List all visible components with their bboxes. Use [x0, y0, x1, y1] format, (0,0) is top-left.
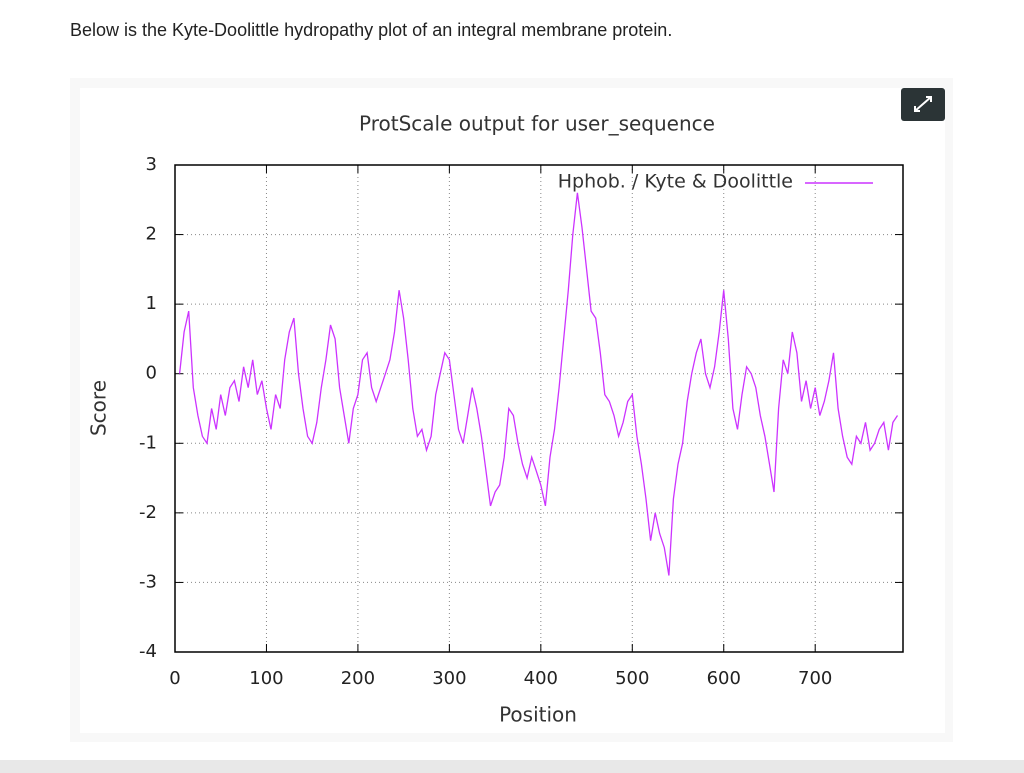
expand-button[interactable] — [901, 88, 945, 121]
bottom-bar — [0, 760, 1024, 773]
x-tick-label: 100 — [249, 668, 283, 689]
x-tick-label: 500 — [615, 668, 649, 689]
x-tick-label: 0 — [169, 668, 180, 689]
x-tick-label: 300 — [432, 668, 466, 689]
y-tick-label: 1 — [146, 293, 157, 314]
chart-title: ProtScale output for user_sequence — [359, 112, 715, 136]
y-tick-label: -3 — [139, 571, 157, 592]
plot-image — [80, 88, 945, 733]
y-tick-label: -2 — [139, 502, 157, 523]
y-tick-label: 3 — [146, 154, 157, 175]
legend-label: Hphob. / Kyte & Doolittle — [558, 171, 793, 193]
x-axis-label: Position — [499, 703, 577, 727]
y-tick-label: 0 — [146, 363, 157, 384]
y-axis-label: Score — [87, 380, 111, 436]
axes-frame — [174, 164, 904, 653]
y-tick-label: -1 — [139, 432, 157, 453]
x-tick-label: 200 — [341, 668, 375, 689]
data-line — [178, 192, 899, 576]
expand-icon[interactable] — [914, 96, 932, 112]
question-text: Below is the Kyte-Doolittle hydropathy p… — [70, 20, 672, 40]
y-tick-label: -4 — [139, 641, 157, 662]
x-tick-label: 700 — [798, 668, 832, 689]
x-tick-label: 400 — [524, 668, 558, 689]
x-tick-label: 600 — [707, 668, 741, 689]
y-tick-label: 2 — [146, 224, 157, 245]
